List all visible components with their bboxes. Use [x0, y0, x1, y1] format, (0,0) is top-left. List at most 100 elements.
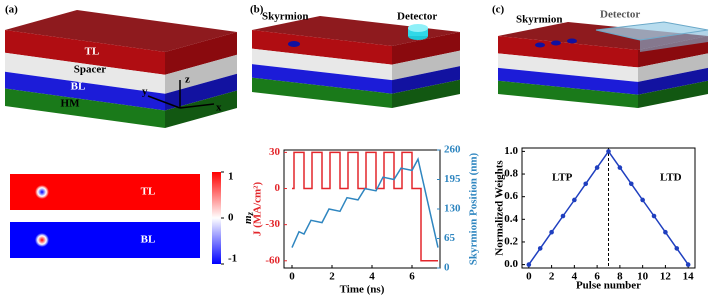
- x-tick-label: 0: [289, 271, 295, 283]
- y2-tick-label: 260: [444, 144, 461, 156]
- skyrmion-label: Skyrmion: [516, 14, 562, 26]
- data-point: [526, 262, 532, 267]
- y2-tick-label: 130: [444, 203, 461, 215]
- layer-label: Spacer: [74, 64, 107, 76]
- axis-arrow: [147, 95, 181, 109]
- slab-side: [638, 80, 708, 108]
- slab-layer: [5, 30, 165, 75]
- data-point: [674, 246, 680, 251]
- skyrmion-label: Skyrmion: [262, 11, 308, 23]
- x-tick-label: 2: [329, 271, 335, 283]
- data-point: [572, 197, 577, 203]
- x-tick-label: 2: [549, 271, 555, 283]
- y2-tick-label: 0: [444, 262, 450, 274]
- slab-layer: [5, 88, 165, 128]
- data-point: [640, 197, 645, 203]
- y-tick-label: 0.0: [504, 258, 518, 270]
- layer-label: HM: [61, 98, 81, 110]
- data-point: [549, 229, 554, 235]
- colorbar: [212, 172, 221, 264]
- slab-side: [392, 79, 460, 108]
- slab-layer: [5, 52, 165, 94]
- slab-layer: [5, 71, 165, 111]
- slab-side: [638, 53, 708, 82]
- colorbar-tick-label: -1: [228, 253, 237, 265]
- y-axis-label: J (MA/cm²): [252, 182, 264, 237]
- data-point: [594, 165, 600, 170]
- slab-layer: [252, 48, 392, 81]
- annotation: LTD: [660, 172, 682, 184]
- y2-tick-label: 195: [444, 173, 461, 185]
- plot-frame: [283, 149, 441, 269]
- slab-layer: [498, 36, 638, 68]
- colorbar-label-main: m: [242, 215, 254, 224]
- panel-label: (c): [492, 4, 505, 16]
- colorbar-tick-label: 0: [228, 212, 234, 224]
- layer-label: TL: [85, 46, 100, 58]
- y2-axis-label: Skyrmion Position (nm): [468, 152, 480, 265]
- x-tick-label: 4: [572, 271, 578, 283]
- skyrmion-spot: [35, 185, 49, 199]
- detector-top: [408, 24, 428, 32]
- data-point: [537, 246, 543, 251]
- x-axis-label: Pulse number: [576, 280, 641, 292]
- x-axis-label: Time (ns): [340, 284, 385, 296]
- slab-side: [392, 50, 460, 81]
- layer-label: BL: [71, 81, 86, 93]
- skyrmion: [535, 42, 545, 48]
- y-tick-label: -60: [265, 254, 280, 266]
- slab-side: [392, 32, 460, 65]
- data-point: [560, 213, 566, 219]
- x-tick-label: 6: [594, 271, 600, 283]
- map-label: BL: [141, 234, 156, 246]
- x-tick-label: 14: [683, 271, 695, 283]
- axis-name: y: [142, 86, 148, 98]
- skyrmion: [567, 38, 577, 44]
- detector-label: Detector: [600, 9, 640, 21]
- colorbar-label: mz: [242, 211, 256, 224]
- slab-layer: [252, 64, 392, 94]
- y-tick-label: 0.8: [504, 168, 518, 180]
- y-tick-label: -30: [265, 218, 280, 230]
- slab-side: [392, 66, 460, 94]
- y-tick-label: 0.4: [504, 213, 518, 225]
- x-tick-label: 12: [660, 271, 672, 283]
- slab-top: [5, 10, 237, 52]
- data-point: [663, 229, 668, 235]
- y-tick-label: 1.0: [504, 145, 518, 157]
- data-point: [685, 262, 691, 267]
- y-tick-label: 0: [275, 182, 281, 194]
- detector-box: [640, 30, 708, 52]
- colorbar-label-sub: z: [245, 211, 255, 216]
- panel-label: (a): [5, 4, 18, 16]
- axis-name: x: [216, 102, 222, 114]
- panel-label: (b): [250, 4, 264, 16]
- y-tick-label: 0.2: [504, 235, 518, 247]
- y-axis-label: Normalized Weights: [494, 160, 506, 256]
- data-point: [583, 181, 589, 187]
- data-point: [617, 165, 623, 170]
- x-tick-label: 8: [617, 271, 623, 283]
- annotation: LTP: [552, 172, 573, 184]
- slab-layer: [252, 30, 392, 65]
- y-tick-label: 0.6: [504, 190, 518, 202]
- slab-side: [165, 54, 237, 94]
- x-tick-label: 4: [369, 271, 375, 283]
- slab-side: [165, 32, 237, 75]
- data-line: [292, 151, 438, 262]
- colorbar-tick-label: 1: [228, 171, 234, 183]
- data-point: [606, 149, 611, 154]
- slab-layer: [498, 80, 638, 108]
- x-tick-label: 6: [409, 271, 415, 283]
- slab-side: [165, 73, 237, 111]
- skyrmion: [551, 40, 561, 46]
- skyrmion-spot: [35, 233, 49, 247]
- slab-layer: [252, 77, 392, 108]
- axis-arrow: [179, 103, 215, 109]
- slab-side: [638, 67, 708, 95]
- y-tick-label: 30: [269, 146, 281, 158]
- skyrmion: [288, 41, 300, 47]
- slab-layer: [498, 53, 638, 82]
- data-point: [628, 181, 634, 187]
